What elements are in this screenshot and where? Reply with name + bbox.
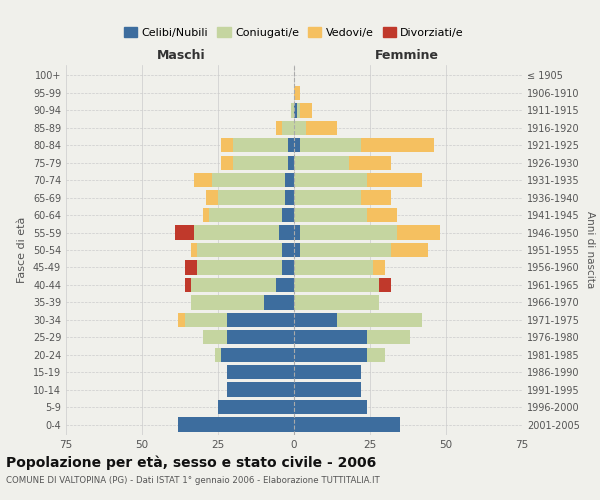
Bar [294,348,367,362]
Bar [294,226,300,239]
Bar [221,348,294,362]
Bar [373,260,385,274]
Bar [294,295,379,310]
Bar [218,400,294,414]
Text: Maschi: Maschi [157,48,206,62]
Bar [227,382,294,397]
Bar [185,312,227,327]
Bar [279,226,294,239]
Bar [227,365,294,380]
Bar [285,173,294,188]
Bar [288,156,294,170]
Bar [397,226,440,239]
Bar [233,138,288,152]
Y-axis label: Fasce di età: Fasce di età [17,217,27,283]
Bar [276,278,294,292]
Bar [367,173,422,188]
Bar [294,208,367,222]
Bar [294,365,361,380]
Bar [197,260,282,274]
Bar [367,330,410,344]
Bar [178,312,185,327]
Bar [218,190,285,205]
Bar [203,330,227,344]
Legend: Celibi/Nubili, Coniugati/e, Vedovi/e, Divorziati/e: Celibi/Nubili, Coniugati/e, Vedovi/e, Di… [119,22,469,42]
Bar [227,312,294,327]
Bar [294,156,349,170]
Bar [294,86,300,100]
Bar [294,190,361,205]
Bar [191,243,197,257]
Bar [300,138,361,152]
Bar [288,138,294,152]
Bar [227,330,294,344]
Bar [294,418,400,432]
Bar [300,103,312,118]
Bar [294,120,306,135]
Bar [391,243,428,257]
Bar [291,103,294,118]
Bar [178,418,294,432]
Bar [294,312,337,327]
Bar [367,208,397,222]
Bar [367,348,385,362]
Bar [300,226,397,239]
Bar [185,260,197,274]
Bar [233,156,288,170]
Bar [282,260,294,274]
Bar [294,138,300,152]
Bar [197,243,282,257]
Bar [361,190,391,205]
Bar [300,243,391,257]
Bar [276,120,282,135]
Bar [294,382,361,397]
Text: COMUNE DI VALTOPINA (PG) - Dati ISTAT 1° gennaio 2006 - Elaborazione TUTTITALIA.: COMUNE DI VALTOPINA (PG) - Dati ISTAT 1°… [6,476,380,485]
Text: Femmine: Femmine [374,48,439,62]
Bar [203,208,209,222]
Bar [194,173,212,188]
Y-axis label: Anni di nascita: Anni di nascita [585,212,595,288]
Bar [212,173,285,188]
Bar [282,208,294,222]
Bar [297,103,300,118]
Bar [263,295,294,310]
Bar [379,278,391,292]
Bar [282,243,294,257]
Bar [294,400,367,414]
Bar [191,278,276,292]
Bar [349,156,391,170]
Bar [185,278,191,292]
Bar [221,138,233,152]
Bar [285,190,294,205]
Bar [209,208,282,222]
Bar [294,260,373,274]
Bar [306,120,337,135]
Bar [215,348,221,362]
Bar [337,312,422,327]
Bar [282,120,294,135]
Bar [361,138,434,152]
Bar [175,226,194,239]
Text: Popolazione per età, sesso e stato civile - 2006: Popolazione per età, sesso e stato civil… [6,455,376,469]
Bar [194,226,279,239]
Bar [294,330,367,344]
Bar [294,243,300,257]
Bar [294,173,367,188]
Bar [191,295,263,310]
Bar [294,103,297,118]
Bar [221,156,233,170]
Bar [206,190,218,205]
Bar [294,278,379,292]
